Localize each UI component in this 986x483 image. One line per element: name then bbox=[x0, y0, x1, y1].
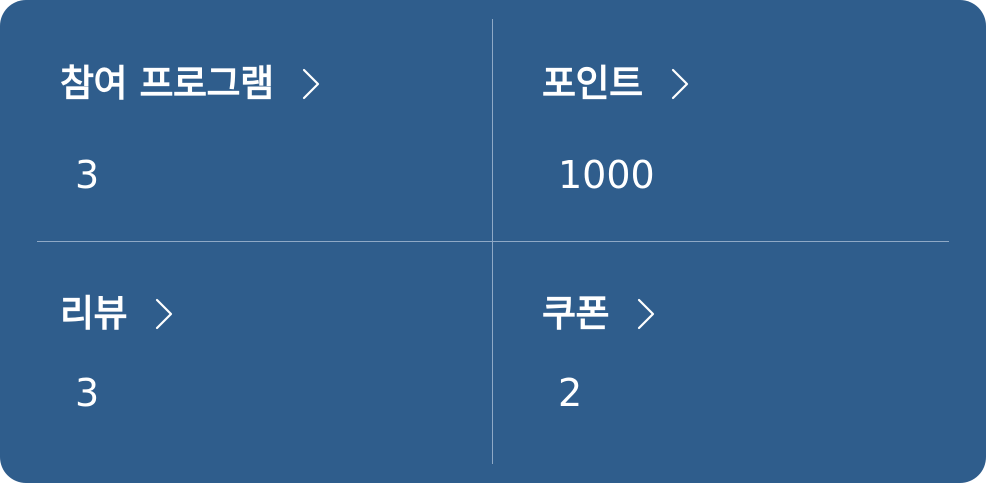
coupons-cell[interactable]: 쿠폰 2 bbox=[520, 270, 960, 460]
chevron-right-icon bbox=[296, 67, 324, 101]
coupons-label: 쿠폰 bbox=[542, 292, 610, 335]
reviews-label: 리뷰 bbox=[60, 292, 128, 335]
reviews-cell[interactable]: 리뷰 3 bbox=[40, 270, 480, 460]
points-link[interactable]: 포인트 bbox=[542, 62, 693, 106]
chevron-right-icon bbox=[665, 67, 693, 101]
points-amount: 1000 bbox=[558, 153, 655, 197]
coupons-count: 2 bbox=[558, 371, 583, 415]
points-label: 포인트 bbox=[542, 62, 643, 105]
reviews-count: 3 bbox=[75, 371, 100, 415]
points-cell[interactable]: 포인트 1000 bbox=[520, 40, 960, 230]
coupons-link[interactable]: 쿠폰 bbox=[542, 292, 659, 336]
programs-cell[interactable]: 참여 프로그램 3 bbox=[40, 40, 480, 230]
programs-link[interactable]: 참여 프로그램 bbox=[60, 62, 324, 106]
chevron-right-icon bbox=[631, 297, 659, 331]
horizontal-divider bbox=[37, 241, 949, 242]
programs-label: 참여 프로그램 bbox=[60, 62, 274, 105]
reviews-link[interactable]: 리뷰 bbox=[60, 292, 177, 336]
chevron-right-icon bbox=[149, 297, 177, 331]
programs-count: 3 bbox=[75, 153, 100, 197]
